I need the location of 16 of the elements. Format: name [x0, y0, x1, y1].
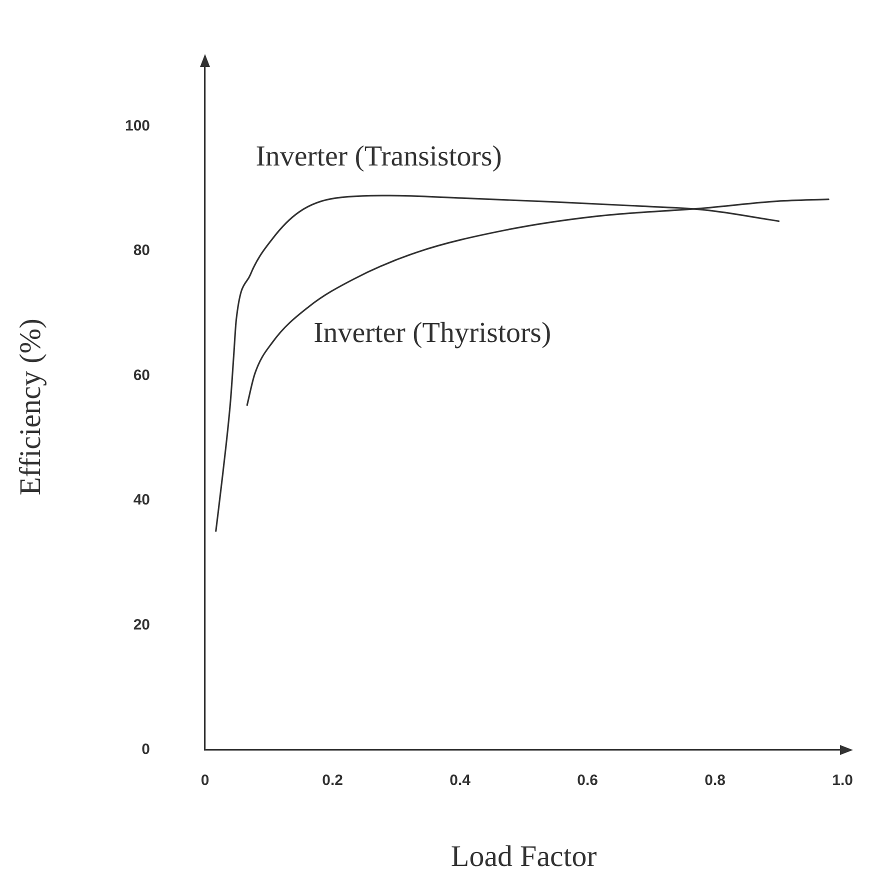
x-tick-label: 0.2 [322, 772, 343, 790]
y-tick-label: 40 [133, 492, 150, 509]
y-axis-title: Efficiency (%) [14, 318, 47, 496]
x-tick-label: 0 [200, 772, 210, 790]
x-tick-label: 1.0 [832, 772, 854, 790]
x-tick-label: 0.4 [450, 772, 472, 790]
x-tick-label: 0.6 [577, 772, 598, 790]
x-axis-title: Load Factor [450, 840, 597, 873]
y-tick-label: 0 [142, 741, 150, 758]
y-tick-label: 60 [133, 366, 150, 384]
x-tick-label: 0.8 [704, 772, 726, 790]
y-tick-label: 20 [133, 616, 150, 634]
series-label: Inverter (Transistors) [256, 140, 502, 173]
y-tick-label: 80 [133, 242, 150, 260]
series-label: Inverter (Thyristors) [314, 316, 552, 349]
y-tick-label: 100 [124, 118, 150, 135]
